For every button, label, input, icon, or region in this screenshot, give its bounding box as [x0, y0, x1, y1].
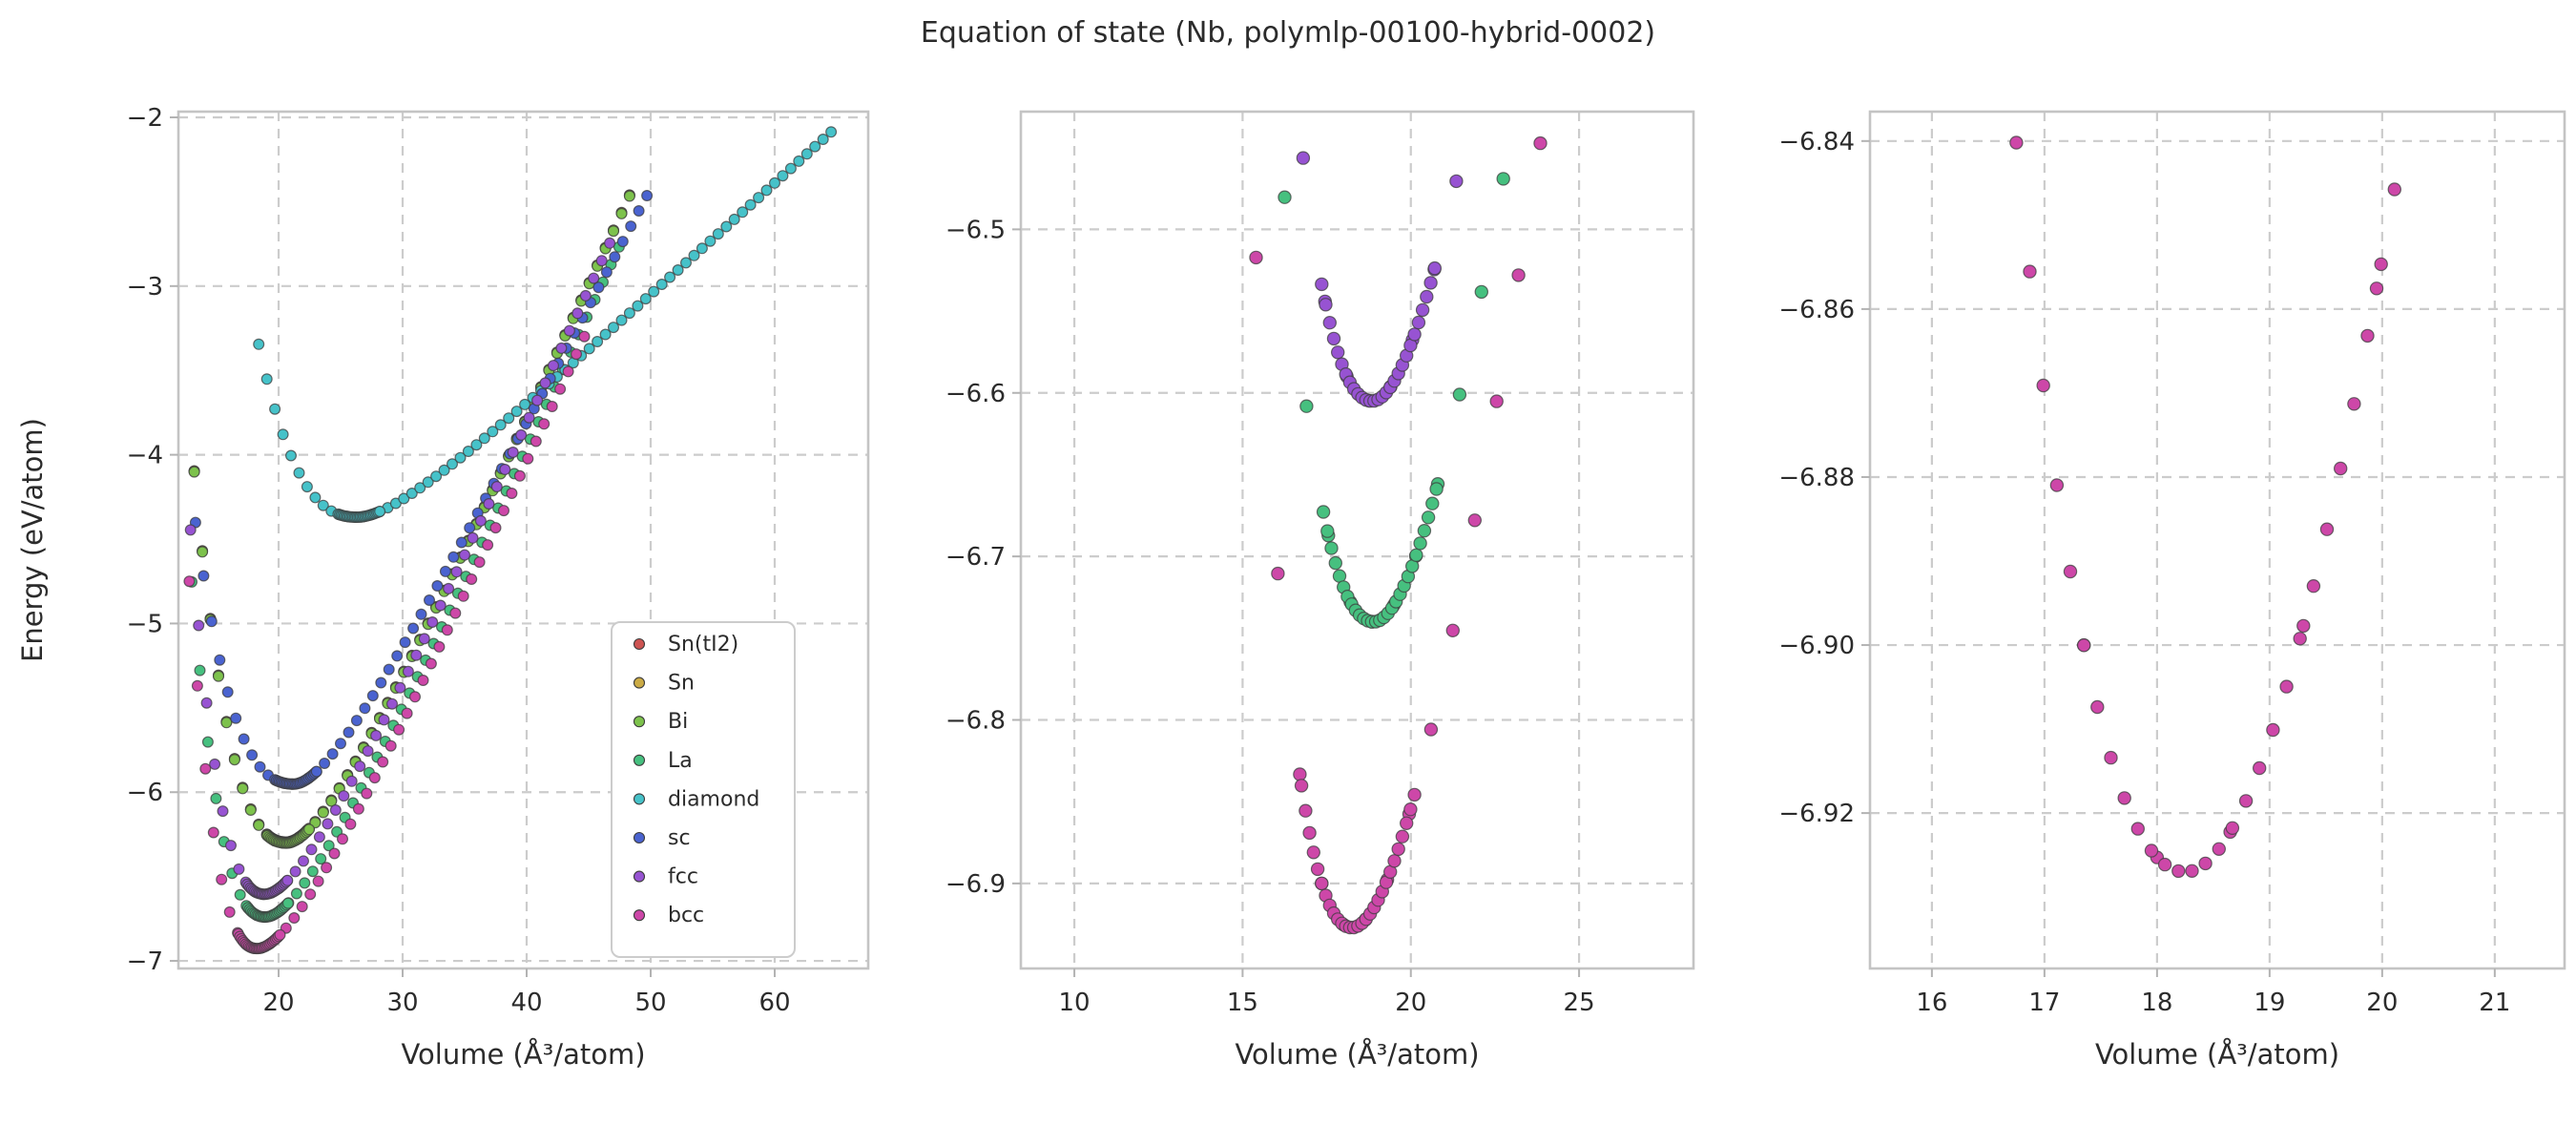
- y-tick-label: −6.5: [945, 216, 1006, 244]
- y-tick-label: −6.7: [945, 543, 1006, 572]
- x-tick-label: 60: [758, 989, 790, 1017]
- y-tick-label: −6.8: [945, 707, 1006, 736]
- x-tick-label: 17: [2028, 989, 2060, 1017]
- x-tick-label: 21: [2479, 989, 2510, 1017]
- legend-marker-bcc: [633, 909, 646, 922]
- axes-spine-overview: [177, 110, 870, 970]
- legend-label-Sn: Sn: [668, 672, 695, 696]
- legend-label-diamond: diamond: [668, 787, 759, 811]
- legend-marker-Bi: [633, 716, 646, 728]
- figure-title: Equation of state (Nb, polymlp-00100-hyb…: [921, 16, 1655, 50]
- legend-item-Sn: Sn: [633, 672, 695, 696]
- y-tick-label: −6.9: [945, 870, 1006, 899]
- legend-item-Sn(tI2): Sn(tI2): [633, 633, 738, 656]
- legend-item-diamond: diamond: [633, 787, 759, 811]
- x-axis-label-overview: Volume (Å³/atom): [401, 1038, 645, 1071]
- y-tick-label: −2: [127, 104, 163, 133]
- x-tick-label: 25: [1564, 989, 1595, 1017]
- series-diamond: [253, 126, 838, 523]
- series-bcc: [2009, 135, 2401, 879]
- series-fcc: [1296, 151, 1464, 408]
- subplot-overview: 20 30 40 50 60 −2 −3 −4 −5 −6 −7 Volume (Å³/atom) En…: [16, 104, 870, 1071]
- legend-item-sc: sc: [633, 826, 691, 850]
- legend-marker-fcc: [633, 870, 646, 883]
- series-bcc: [1249, 135, 1548, 935]
- series-La: [1278, 172, 1510, 629]
- legend-marker-Sn: [633, 677, 646, 689]
- y-tick-label: −6: [127, 779, 163, 807]
- legend-label-La: La: [668, 749, 693, 773]
- plots-group: 20 30 40 50 60 −2 −3 −4 −5 −6 −7 Volume (Å³/atom) En…: [16, 104, 2566, 1071]
- legend-marker-Sn(tI2): [633, 637, 646, 651]
- legend-marker-sc: [633, 831, 646, 844]
- legend-label-fcc: fcc: [668, 865, 698, 889]
- y-tick-label: −6.84: [1778, 128, 1855, 156]
- series-Sn: [188, 189, 635, 848]
- series-points-zoom-bcc: [2009, 135, 2401, 879]
- y-axis-label: Energy (eV/atom): [16, 418, 49, 662]
- y-tick-label: −5: [127, 610, 163, 638]
- legend-marker-La: [633, 754, 646, 766]
- grid-zoom-minima: [1021, 112, 1693, 968]
- axes-spine-zoom-bcc: [1868, 110, 2566, 970]
- x-tick-label: 18: [2141, 989, 2172, 1017]
- legend-marker-diamond: [633, 793, 646, 805]
- y-tick-label: −6.86: [1778, 296, 1855, 324]
- x-tick-label: 40: [510, 989, 542, 1017]
- y-tick-label: −3: [127, 273, 163, 302]
- x-tick-label: 20: [2366, 989, 2398, 1017]
- ticks-zoom-minima: 10 15 20 25 −6.5 −6.6 −6.7 −6.8 −6.9: [945, 216, 1595, 1017]
- x-tick-label: 10: [1059, 989, 1091, 1017]
- series-Sn(tI2): [188, 189, 635, 848]
- x-axis-label-zoom-minima: Volume (Å³/atom): [1235, 1038, 1479, 1071]
- x-tick-label: 15: [1227, 989, 1258, 1017]
- y-tick-label: −6.90: [1778, 632, 1855, 660]
- x-tick-label: 30: [386, 989, 418, 1017]
- axes-spine-zoom-minima: [1019, 110, 1695, 970]
- x-axis-label-zoom-bcc: Volume (Å³/atom): [2095, 1038, 2339, 1071]
- ticks-zoom-bcc: 16 17 18 19 20 21 −6.84 −6.86 −6.88 −6.90 −6.92: [1778, 128, 2510, 1017]
- series-bcc: [183, 330, 591, 955]
- series-points-zoom-minima: [1249, 135, 1548, 935]
- x-tick-label: 50: [634, 989, 666, 1017]
- y-tick-label: −6.92: [1778, 800, 1855, 828]
- ticks-overview: 20 30 40 50 60 −2 −3 −4 −5 −6 −7: [127, 104, 791, 1017]
- legend-item-Bi: Bi: [633, 710, 688, 734]
- legend: Sn(tI2) Sn Bi La diamond sc fcc bcc: [611, 621, 796, 958]
- y-tick-label: −6.6: [945, 380, 1006, 408]
- legend-item-La: La: [633, 749, 693, 773]
- series-Bi: [188, 190, 635, 849]
- series-points-overview: [183, 126, 838, 955]
- x-tick-label: 19: [2254, 989, 2285, 1017]
- legend-label-Bi: Bi: [668, 710, 688, 734]
- legend-label-bcc: bcc: [668, 904, 704, 927]
- subplot-zoom-bcc: 16 17 18 19 20 21 −6.84 −6.86 −6.88 −6.90 −6.92 Vol…: [1778, 110, 2566, 1071]
- x-tick-label: 20: [1395, 989, 1426, 1017]
- subplot-zoom-minima: 10 15 20 25 −6.5 −6.6 −6.7 −6.8 −6.9 Volume (Å³/a…: [945, 110, 1695, 1071]
- x-tick-label: 20: [262, 989, 294, 1017]
- legend-label-Sn(tI2): Sn(tI2): [668, 633, 738, 656]
- series-fcc: [184, 237, 616, 901]
- legend-item-bcc: bcc: [633, 904, 704, 927]
- legend-box: [611, 621, 796, 958]
- legend-label-sc: sc: [668, 826, 691, 850]
- y-tick-label: −7: [127, 947, 163, 976]
- grid-zoom-bcc: [1870, 112, 2565, 968]
- legend-item-fcc: fcc: [633, 865, 698, 889]
- x-tick-label: 16: [1916, 989, 1947, 1017]
- y-tick-label: −4: [127, 442, 163, 470]
- y-tick-label: −6.88: [1778, 464, 1855, 492]
